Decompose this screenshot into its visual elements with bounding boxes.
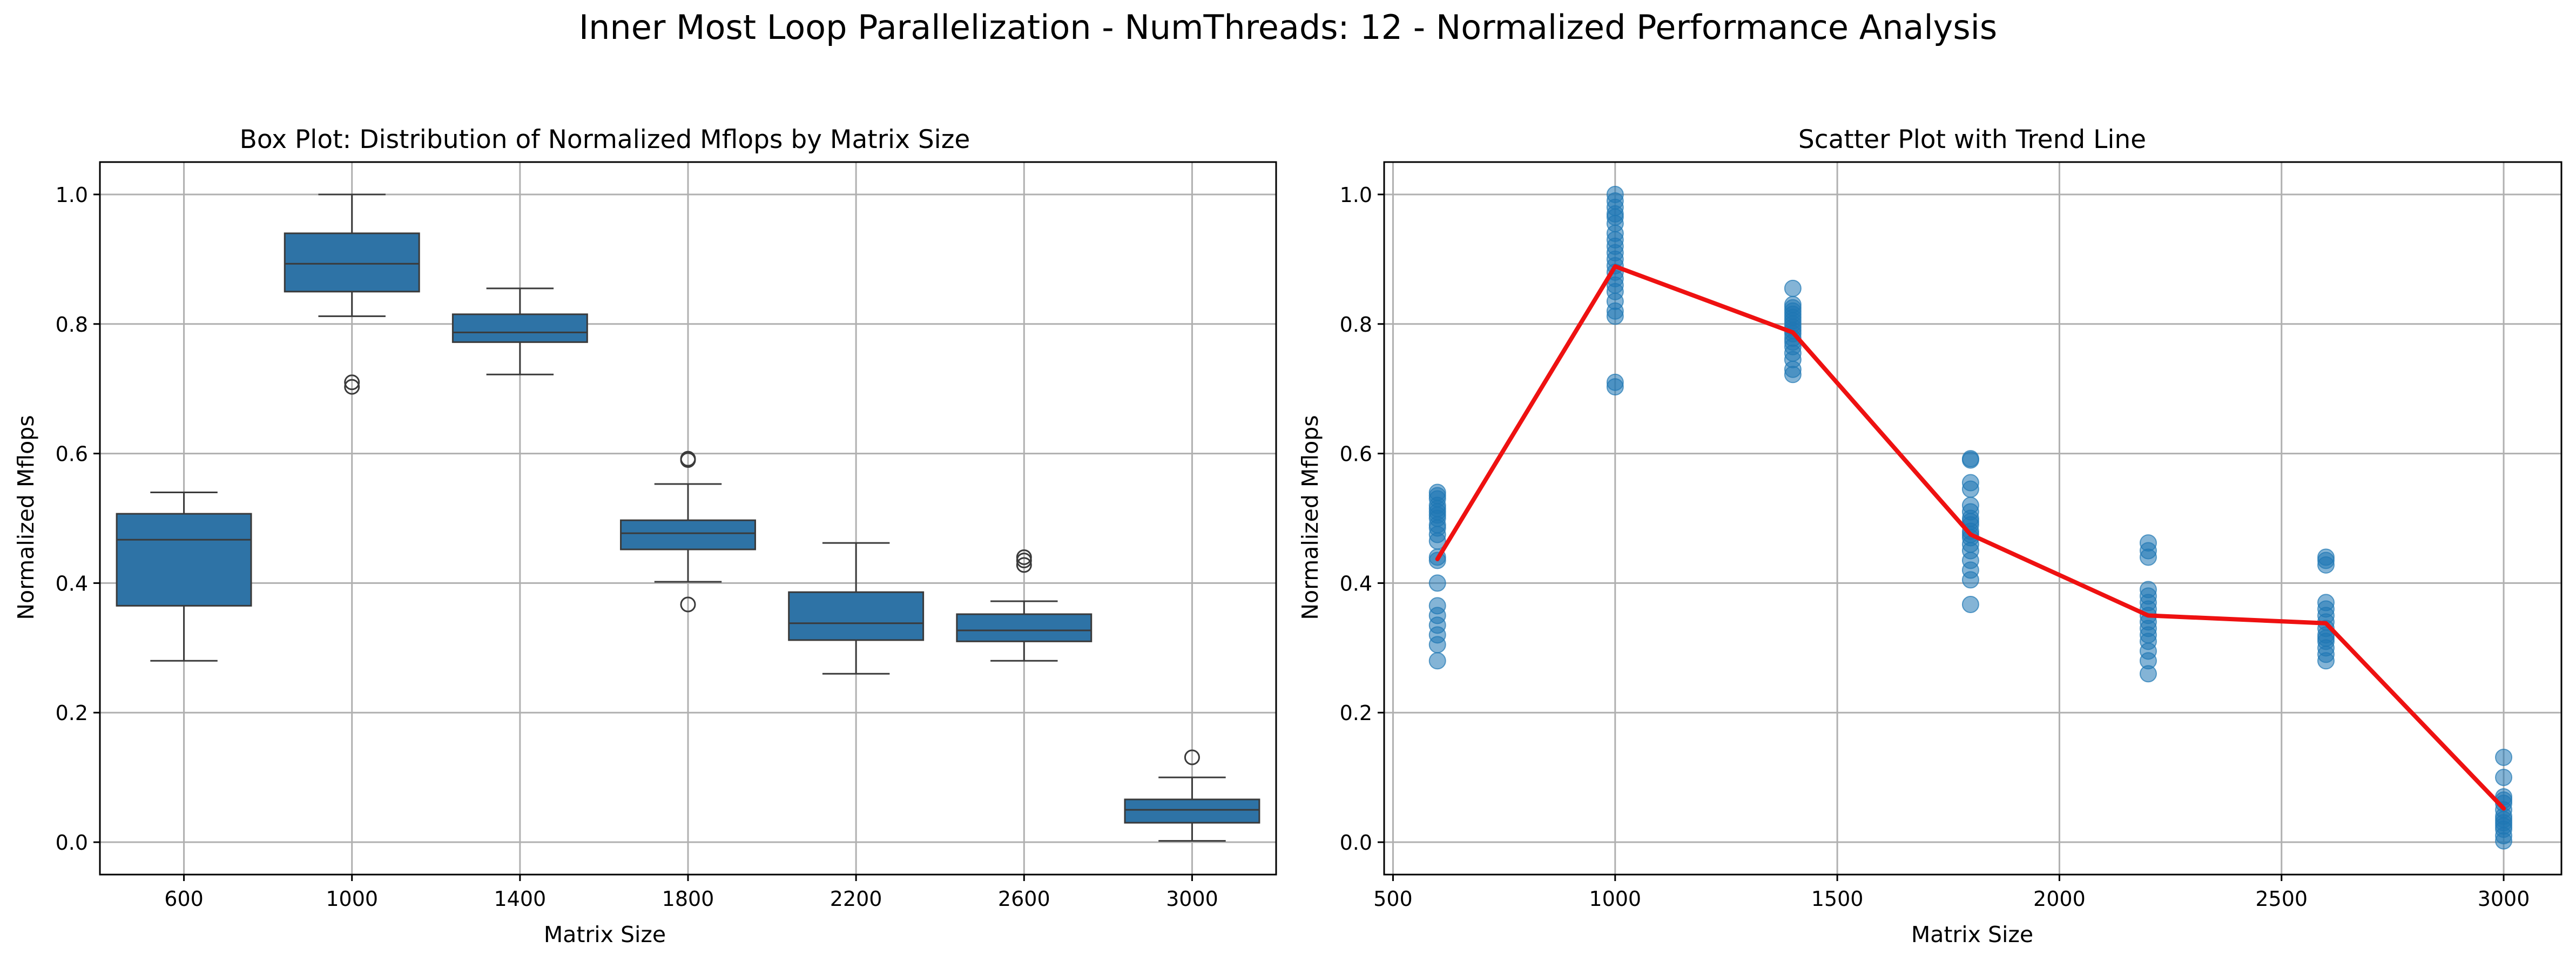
box-plot-outlier xyxy=(1016,557,1032,573)
scatter-point xyxy=(1784,295,1802,313)
scatter-plot-frame xyxy=(1383,161,2562,876)
scatter-point xyxy=(2495,769,2513,787)
box-plot-box-2200 xyxy=(788,542,925,675)
box-plot-marks xyxy=(116,193,1260,842)
box-plot-ytick-label: 1.0 xyxy=(56,183,88,207)
scatter-plot-ytick-label: 0.4 xyxy=(1340,572,1372,595)
box-plot-outlier xyxy=(1184,749,1200,765)
scatter-plot-xtick-label: 1000 xyxy=(1589,887,1641,911)
box-plot-iqr-box xyxy=(1124,798,1260,824)
box-plot-xtick-label: 1000 xyxy=(326,887,378,911)
box-plot-xtick-label: 1800 xyxy=(662,887,714,911)
box-plot-iqr-box xyxy=(116,513,252,607)
scatter-point xyxy=(2495,788,2513,806)
scatter-point xyxy=(1428,483,1446,501)
box-plot-outlier xyxy=(344,374,360,391)
box-plot-panel: Box Plot: Distribution of Normalized Mfl… xyxy=(13,125,1277,947)
box-plot-box-2600 xyxy=(956,549,1093,662)
box-plot-frame xyxy=(99,161,1277,876)
scatter-plot-ytick-label: 0.2 xyxy=(1340,701,1372,725)
scatter-point xyxy=(1961,450,1979,468)
scatter-plot-ticks: 0.0 0.2 0.4 0.6 0.8 1.0 500 1000 1500 2000 2500 300… xyxy=(1340,183,2530,911)
box-plot-iqr-box xyxy=(788,591,925,641)
box-plot-box-600 xyxy=(116,492,252,662)
box-plot-xtick-label: 1400 xyxy=(494,887,546,911)
box-plot-box-1400 xyxy=(451,287,588,375)
scatter-point xyxy=(2317,594,2335,611)
scatter-point xyxy=(1961,474,1979,492)
scatter-plot-xtick-label: 1500 xyxy=(1811,887,1864,911)
scatter-plot-xtick-label: 2000 xyxy=(2033,887,2086,911)
scatter-point xyxy=(1784,279,1802,297)
scatter-point xyxy=(1606,373,1624,391)
box-plot-iqr-box xyxy=(451,313,588,343)
box-plot-xtick-label: 3000 xyxy=(1166,887,1218,911)
box-plot-ytick-label: 0.8 xyxy=(56,313,88,337)
scatter-plot-ylabel: Normalized Mflops xyxy=(1297,415,1323,620)
scatter-plot-xtick-label: 2500 xyxy=(2255,887,2308,911)
scatter-point xyxy=(2139,534,2157,552)
box-plot-iqr-box xyxy=(620,519,756,550)
box-plot-title: Box Plot: Distribution of Normalized Mfl… xyxy=(240,125,970,154)
scatter-point xyxy=(2317,548,2335,566)
box-plot-box-1800 xyxy=(620,451,756,613)
scatter-plot-title: Scatter Plot with Trend Line xyxy=(1798,125,2146,154)
scatter-point xyxy=(1428,574,1446,592)
box-plot-ylabel: Normalized Mflops xyxy=(13,415,39,620)
box-plot-grid xyxy=(100,162,1276,875)
scatter-point xyxy=(1961,496,1979,514)
scatter-point xyxy=(1428,652,1446,670)
scatter-plot-xtick-label: 500 xyxy=(1373,887,1413,911)
scatter-plot-points xyxy=(1428,185,2513,850)
box-plot-iqr-box xyxy=(956,613,1093,642)
scatter-plot-ytick-label: 0.8 xyxy=(1340,313,1372,337)
scatter-plot-panel: Scatter Plot with Trend Line Matrix Size… xyxy=(1297,125,2562,947)
scatter-point xyxy=(2495,748,2513,766)
box-plot-outlier xyxy=(344,379,360,395)
box-plot-box-3000 xyxy=(1124,749,1260,842)
box-plot-xtick-label: 2600 xyxy=(998,887,1050,911)
box-plot-ytick-label: 0.0 xyxy=(56,831,88,855)
scatter-plot-trend-line xyxy=(1435,264,2506,811)
scatter-plot-marks xyxy=(1428,185,2513,850)
scatter-plot-xlabel: Matrix Size xyxy=(1911,922,2033,947)
box-plot-outlier xyxy=(680,596,696,613)
scatter-point xyxy=(1428,597,1446,615)
scatter-point xyxy=(1606,185,1624,203)
box-plot-outlier xyxy=(680,451,696,467)
box-plot-ytick-label: 0.2 xyxy=(56,701,88,725)
box-plot-outlier xyxy=(1016,549,1032,565)
figure-suptitle: Inner Most Loop Parallelization - NumThr… xyxy=(579,8,1997,47)
scatter-point xyxy=(2139,581,2157,599)
box-plot-ticks: 0.0 0.2 0.4 0.6 0.8 1.0 600 1000 1400 1800 2200 260… xyxy=(56,183,1218,911)
box-plot-ytick-label: 0.4 xyxy=(56,572,88,595)
box-plot-box-1000 xyxy=(284,193,420,395)
scatter-plot-xtick-label: 3000 xyxy=(2478,887,2530,911)
box-plot-xtick-label: 2200 xyxy=(830,887,882,911)
scatter-plot-ytick-label: 0.0 xyxy=(1340,831,1372,855)
scatter-point xyxy=(1961,595,1979,613)
box-plot-iqr-box xyxy=(284,232,420,293)
box-plot-ytick-label: 0.6 xyxy=(56,442,88,466)
scatter-plot-ytick-label: 0.6 xyxy=(1340,442,1372,466)
scatter-plot-ytick-label: 1.0 xyxy=(1340,183,1372,207)
box-plot-xtick-label: 600 xyxy=(164,887,204,911)
box-plot-xlabel: Matrix Size xyxy=(544,922,666,947)
